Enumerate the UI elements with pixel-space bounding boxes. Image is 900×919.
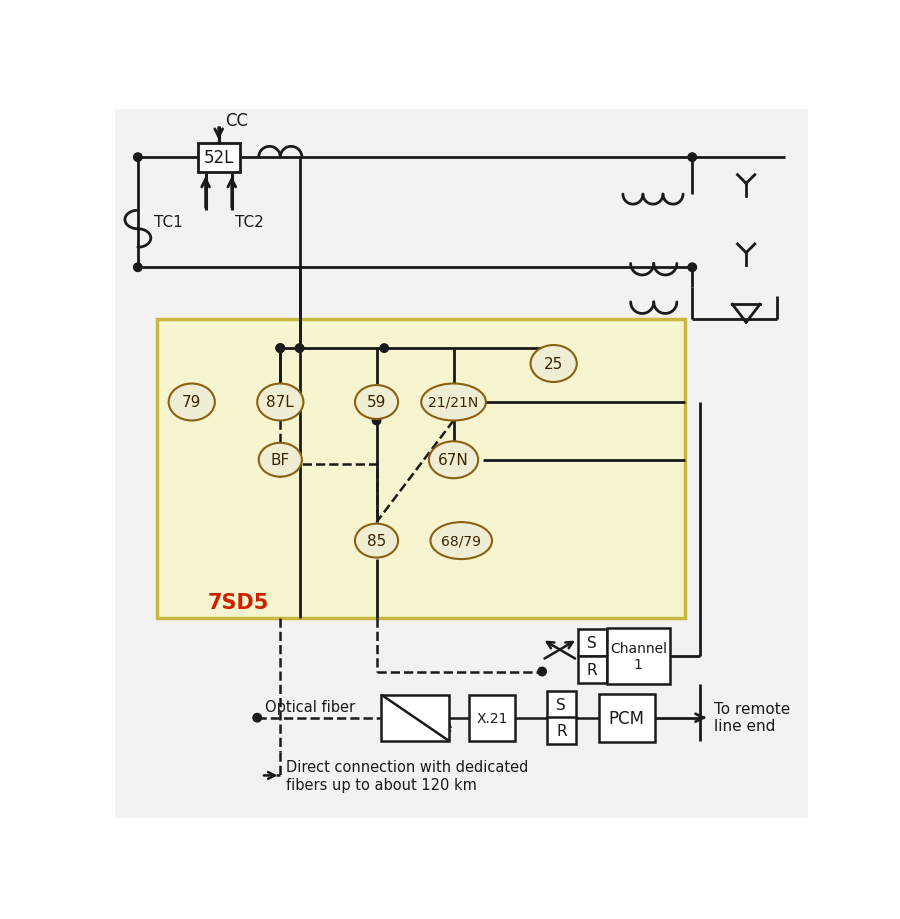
- Circle shape: [538, 667, 546, 676]
- Text: 79: 79: [182, 395, 202, 410]
- Text: 21/21N: 21/21N: [428, 395, 479, 410]
- Circle shape: [276, 345, 284, 353]
- Ellipse shape: [429, 442, 478, 479]
- Text: line end: line end: [714, 718, 775, 733]
- Text: FO: FO: [400, 702, 419, 716]
- Circle shape: [276, 345, 284, 353]
- Ellipse shape: [430, 523, 492, 560]
- Bar: [546, 718, 576, 744]
- Text: TC1: TC1: [154, 214, 183, 230]
- Text: TC2: TC2: [235, 214, 264, 230]
- Text: 85: 85: [367, 534, 386, 549]
- Circle shape: [295, 345, 304, 353]
- Bar: [578, 630, 607, 656]
- Text: Optical fiber: Optical fiber: [265, 699, 355, 715]
- Text: Direct connection with dedicated: Direct connection with dedicated: [285, 759, 528, 774]
- Text: CC: CC: [225, 112, 248, 130]
- Text: 52L: 52L: [203, 149, 234, 167]
- Text: 68/79: 68/79: [441, 534, 482, 548]
- Text: 59: 59: [367, 395, 386, 410]
- Bar: [469, 695, 515, 741]
- Circle shape: [688, 153, 697, 162]
- Bar: [599, 694, 654, 742]
- Bar: [578, 657, 607, 684]
- Text: 87L: 87L: [266, 395, 294, 410]
- Bar: [607, 629, 670, 684]
- Text: BF: BF: [271, 453, 290, 468]
- Text: To remote: To remote: [714, 701, 790, 716]
- Ellipse shape: [355, 386, 398, 419]
- Text: R: R: [556, 723, 567, 739]
- Ellipse shape: [421, 384, 486, 421]
- Text: 67N: 67N: [438, 453, 469, 468]
- Text: S: S: [588, 635, 597, 650]
- Bar: [546, 691, 576, 719]
- Text: 25: 25: [544, 357, 563, 371]
- Ellipse shape: [168, 384, 215, 421]
- Circle shape: [133, 153, 142, 162]
- Text: S: S: [556, 698, 566, 712]
- Ellipse shape: [258, 443, 302, 477]
- Text: R: R: [587, 663, 598, 677]
- Text: PCM: PCM: [608, 709, 644, 727]
- Text: Channel
1: Channel 1: [610, 641, 667, 672]
- Circle shape: [133, 264, 142, 272]
- Bar: [382, 695, 449, 741]
- Text: X.21: X.21: [476, 711, 508, 725]
- Circle shape: [688, 264, 697, 272]
- Text: Wire: Wire: [421, 720, 453, 734]
- Bar: [197, 143, 240, 173]
- Circle shape: [373, 417, 381, 425]
- Ellipse shape: [531, 346, 577, 382]
- Text: fibers up to about 120 km: fibers up to about 120 km: [285, 777, 477, 792]
- Ellipse shape: [257, 384, 303, 421]
- Bar: [158, 320, 685, 618]
- Text: 7SD5: 7SD5: [207, 593, 268, 613]
- Circle shape: [380, 345, 389, 353]
- Circle shape: [253, 714, 261, 722]
- Ellipse shape: [355, 524, 398, 558]
